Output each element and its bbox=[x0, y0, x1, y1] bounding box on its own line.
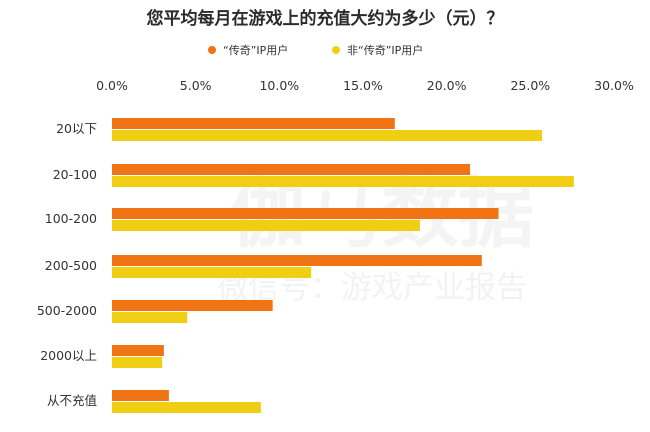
category-label-6: 2000以上 bbox=[40, 348, 97, 363]
bar-1-1 bbox=[112, 118, 395, 129]
bars bbox=[112, 118, 574, 413]
category-label-5: 500-2000 bbox=[37, 303, 97, 318]
bar-1-2 bbox=[112, 164, 471, 175]
x-tick-label-4: 15.0% bbox=[343, 78, 383, 93]
x-tick-label-2: 5.0% bbox=[180, 78, 212, 93]
bar-2-7 bbox=[112, 402, 261, 413]
bar-2-3 bbox=[112, 220, 420, 231]
x-axis-ticks: 0.0% 5.0% 10.0% 15.0% 20.0% 25.0% 30.0% bbox=[96, 78, 634, 93]
legend-marker-2 bbox=[332, 46, 340, 54]
bar-1-5 bbox=[112, 300, 273, 311]
bar-1-7 bbox=[112, 390, 169, 401]
bar-2-2 bbox=[112, 176, 574, 187]
category-label-7: 从不充值 bbox=[47, 393, 97, 408]
category-label-2: 20-100 bbox=[53, 167, 97, 182]
x-tick-label-3: 10.0% bbox=[259, 78, 299, 93]
category-label-3: 100-200 bbox=[45, 211, 97, 226]
category-labels: 20以下 20-100 100-200 200-500 500-2000 2000以上从不… bbox=[37, 121, 97, 408]
x-tick-label-1: 0.0% bbox=[96, 78, 128, 93]
bar-2-6 bbox=[112, 357, 163, 368]
bar-1-4 bbox=[112, 255, 482, 266]
bar-2-4 bbox=[112, 267, 312, 278]
chart-title: 您平均每月在游戏上的充值大约为多少（元）？ bbox=[147, 8, 504, 29]
category-label-1: 20以下 bbox=[56, 121, 97, 136]
x-tick-label-6: 25.0% bbox=[510, 78, 550, 93]
bar-1-3 bbox=[112, 208, 499, 219]
legend: “传奇”IP用户 非“传奇”IP用户 bbox=[208, 43, 423, 57]
legend-label-1: “传奇”IP用户 bbox=[223, 43, 288, 57]
legend-label-2: 非“传奇”IP用户 bbox=[347, 43, 423, 57]
category-label-4: 200-500 bbox=[45, 258, 97, 273]
watermark: 伽马数据 微信号：游戏产业报告 bbox=[217, 169, 534, 306]
legend-marker-1 bbox=[208, 46, 216, 54]
x-tick-label-7: 30.0% bbox=[594, 78, 634, 93]
bar-1-6 bbox=[112, 345, 164, 356]
bar-2-5 bbox=[112, 312, 188, 323]
bar-2-1 bbox=[112, 130, 543, 141]
x-tick-label-5: 20.0% bbox=[427, 78, 467, 93]
